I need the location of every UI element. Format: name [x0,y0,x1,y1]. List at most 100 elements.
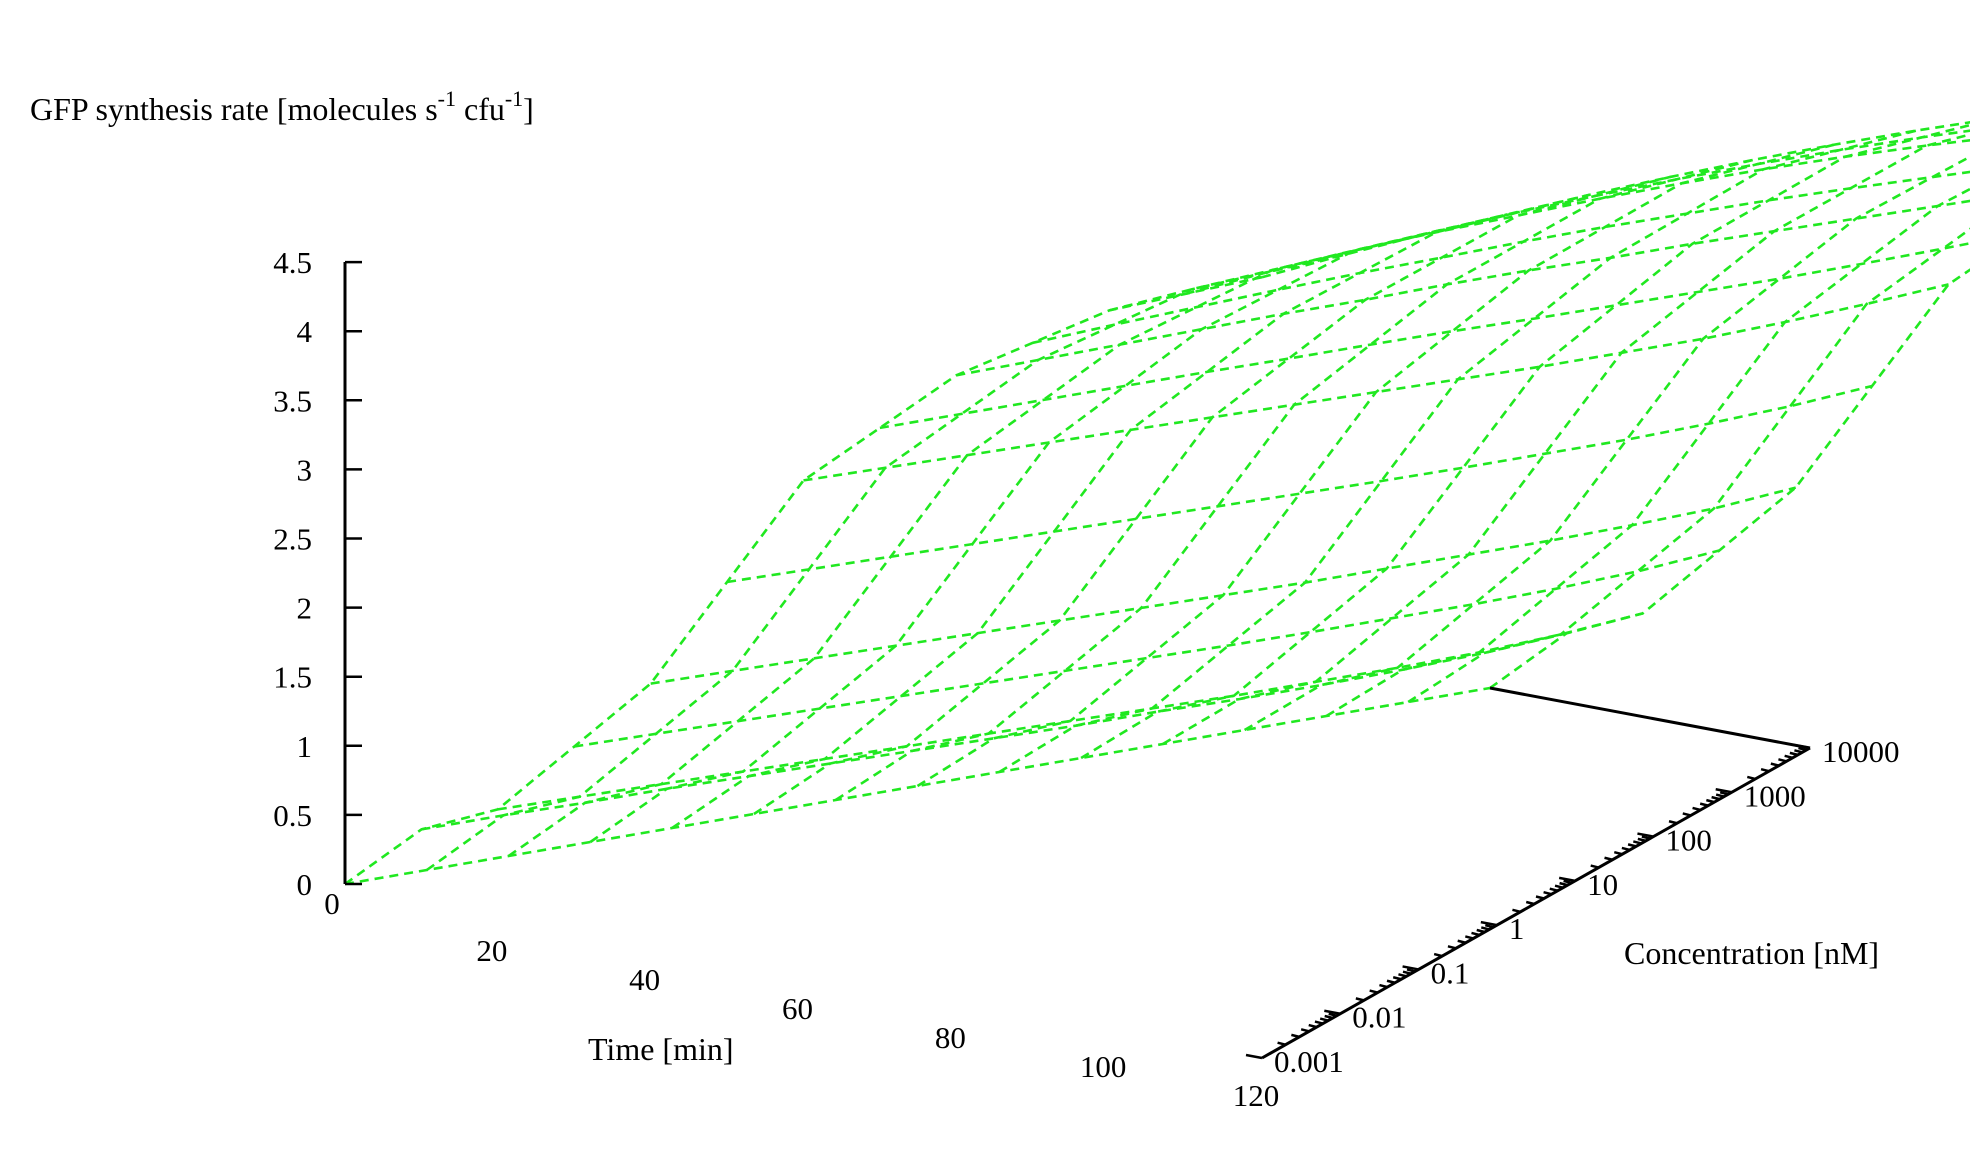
surface-line-concentration [344,275,1263,886]
surface-line-time [726,384,1873,584]
y-minor-tick [1484,923,1494,929]
y-tick-mark [1402,965,1419,971]
y-minor-tick [1457,939,1467,944]
z-tick-label: 4.5 [273,245,312,280]
y-tick-mark [1715,788,1732,794]
surface-line-time [650,486,1797,685]
z-axis-title: GFP synthesis rate [molecules s-1 cfu-1] [30,86,534,127]
y-minor-tick [1784,754,1793,760]
z-tick-label: 3 [297,452,313,487]
y-minor-tick [1621,846,1631,852]
z-tick-label: 4 [297,314,313,349]
y-minor-tick [1319,1017,1329,1022]
y-minor-tick [1277,1041,1286,1046]
y-minor-tick [1559,881,1568,887]
y-tick-mark [1324,1009,1341,1015]
x-tick-label: 100 [1080,1049,1127,1084]
surface-line-concentration [1407,227,1970,704]
y-minor-tick [1476,928,1486,934]
y-minor-tick [1778,758,1787,763]
y-minor-tick [1300,1028,1310,1033]
y-tick-mark [1245,1053,1263,1060]
y-minor-tick [1379,983,1388,989]
y-minor-tick [1464,935,1474,940]
y-tick-label: 100 [1665,823,1712,858]
surface-line-time [1261,121,1970,279]
y-minor-tick [1770,762,1780,767]
surface-line-time [803,283,1949,482]
surface-line-time [1032,170,1970,345]
surface-line-concentration [426,253,1345,872]
y-minor-tick [1563,879,1572,885]
y-minor-tick [1798,746,1807,752]
y-minor-tick [1590,864,1600,869]
y-minor-tick [1471,931,1480,937]
surface-line-concentration [834,158,1754,802]
y-minor-tick [1641,835,1651,840]
surface-line-concentration [671,193,1590,830]
z-tick-label: 0.5 [273,798,312,833]
y-minor-tick [1682,812,1692,817]
y-minor-tick [1554,884,1564,889]
y-minor-tick [1355,997,1365,1002]
surface-line-time [1185,129,1970,296]
y-minor-tick [1392,976,1402,981]
y-minor-tick [1480,926,1490,931]
x-tick-label: 20 [476,933,507,968]
y-minor-tick [1402,970,1412,975]
x-tick-label: 0 [324,886,340,921]
y-tick-label: 0.01 [1352,1000,1406,1035]
x-tick-label: 40 [629,962,660,997]
surface-line-concentration [753,175,1672,816]
surface-line-concentration [589,213,1508,844]
y-tick-label: 1 [1509,911,1525,946]
x-axis-ticks: 0 20 40 60 80 100 120 [324,886,1279,1113]
y-minor-tick [1447,945,1457,950]
y-minor-tick [1604,856,1613,861]
y-tick-mark [1637,832,1654,838]
surface-line-time [1108,138,1970,312]
surface-line-concentration [916,143,1835,788]
z-tick-label: 1.5 [273,660,312,695]
z-tick-label: 3.5 [273,383,312,418]
y-tick-label: 10 [1587,867,1618,902]
z-axis-ticks: 0 0.5 1 1.5 2 2.5 3 3.5 4 4.5 [273,245,362,902]
y-minor-tick [1789,751,1799,757]
y-back-axis-line [1489,686,1811,750]
y-minor-tick [1711,795,1720,801]
surface-line-concentration [1243,155,1970,732]
y-minor-tick [1525,900,1535,906]
y-minor-tick [1512,908,1521,914]
y-minor-tick [1760,767,1770,773]
y-minor-tick [1699,802,1709,807]
y-tick-mark [1480,920,1498,927]
y-minor-tick [1549,887,1559,892]
y-minor-tick [1719,791,1729,796]
surface-line-time [956,199,1970,377]
y-tick-mark [1558,876,1576,883]
y-tick-label: 1000 [1744,778,1806,813]
y-minor-tick [1369,989,1378,994]
surface-line-time [879,242,1970,430]
y-minor-tick [1314,1020,1324,1025]
y-minor-tick [1632,840,1642,845]
y-minor-tick [1746,775,1756,781]
y-minor-tick [1627,843,1637,848]
y-minor-tick [1668,820,1678,825]
x-axis-title: Time [min] [588,1031,734,1067]
y-minor-tick [1308,1023,1318,1029]
y-tick-mark [1793,743,1811,750]
x-tick-label: 60 [782,991,813,1026]
z-tick-label: 0 [297,867,313,902]
y-minor-tick [1324,1014,1334,1020]
surface-line-time [421,632,1567,831]
y-minor-tick [1692,806,1701,812]
y-tick-label: 0.1 [1431,955,1470,990]
z-tick-label: 2.5 [273,522,312,557]
y-minor-tick [1291,1033,1300,1039]
y-minor-tick [1398,973,1407,978]
y-minor-tick [1613,850,1623,856]
y-axis-title: Concentration [nM] [1624,935,1879,971]
y-minor-tick [1543,890,1552,896]
